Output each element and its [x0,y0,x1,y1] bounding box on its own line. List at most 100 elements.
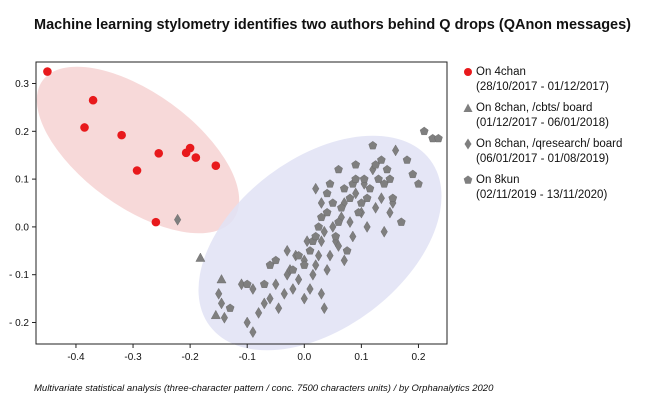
legend-dates: (28/10/2017 - 01/12/2017) [476,81,609,93]
data-point-pentagon [385,174,395,183]
data-points [43,67,443,338]
data-point-pentagon [365,184,375,193]
data-point-diamond [329,221,337,233]
data-point-pentagon [331,231,341,241]
data-point-circle [154,148,164,158]
data-point-pentagon [408,169,418,179]
data-point-diamond [255,307,263,319]
data-point-circle [117,130,126,140]
data-point-diamond [306,283,314,295]
data-point-triangle [210,309,221,319]
data-point-pentagon [334,217,343,226]
data-point-pentagon [351,174,361,183]
y-tick-label: 0.2 [15,127,29,138]
data-point-pentagon [242,279,252,288]
x-tick-label: -0.1 [239,352,257,363]
legend-dates: (01/12/2017 - 06/01/2018) [476,117,609,129]
data-point-pentagon [271,255,281,264]
legend-dates: (06/01/2017 - 01/08/2019) [476,153,609,165]
cluster-ellipses [36,66,442,351]
data-point-diamond [346,216,354,228]
data-point-diamond [386,206,394,219]
cluster-ellipse-4chan [36,66,240,234]
data-point-diamond [380,225,388,238]
data-point-pentagon [305,246,315,255]
pentagon-marker-icon [463,175,473,184]
data-point-pentagon [322,208,332,217]
data-point-diamond [289,283,297,295]
data-point-circle [191,153,201,162]
data-point-diamond [309,268,317,281]
data-point-pentagon [322,188,332,198]
data-point-diamond [283,244,291,257]
legend-dates: (02/11/2019 - 13/11/2020) [476,189,608,201]
data-point-diamond [300,292,308,305]
legend: On 4chan (28/10/2017 - 01/12/2017) On 8c… [463,65,643,209]
data-point-diamond [317,235,325,248]
data-point-pentagon [288,265,298,274]
data-point-diamond [249,326,257,338]
data-point-diamond [323,264,331,276]
chart-title: Machine learning stylometry identifies t… [34,17,632,33]
data-point-pentagon [294,251,303,260]
data-point-diamond [334,240,343,252]
data-point-diamond [317,287,325,300]
legend-label: On 8chan, /cbts/ board [476,102,593,114]
data-point-diamond [249,283,257,295]
data-point-pentagon [414,179,423,188]
data-point-pentagon [359,174,369,183]
triangle-marker-icon [463,103,473,112]
plot-frame [35,61,448,345]
data-point-pentagon [374,174,383,183]
data-point-diamond [217,297,226,310]
x-tick-label: 0.0 [297,352,311,363]
data-point-pentagon [325,179,335,188]
data-point-diamond [295,273,303,286]
legend-item-4chan: On 4chan (28/10/2017 - 01/12/2017) [463,65,643,95]
y-tick-label: - 0.1 [9,270,29,281]
x-tick-label: 0.2 [412,352,426,363]
data-point-diamond [220,311,228,324]
data-point-circle [88,95,98,105]
data-point-diamond [243,316,251,329]
data-point-diamond [352,187,360,200]
data-point-pentagon [314,222,323,231]
data-point-circle [151,217,161,227]
data-point-pentagon [339,184,349,193]
data-point-circle [80,123,89,132]
circle-marker-icon [464,68,472,76]
data-point-circle [43,67,52,76]
data-point-diamond [320,302,328,315]
data-point-diamond [174,213,182,226]
data-point-diamond [372,201,380,214]
data-point-diamond [340,254,348,267]
data-point-pentagon [388,193,398,202]
data-point-diamond [349,230,357,243]
data-point-pentagon [368,141,378,150]
data-point-diamond [260,297,268,310]
data-point-pentagon [225,303,235,312]
legend-label: On 8kun [476,174,520,186]
data-point-diamond [317,197,325,209]
legend-label: On 4chan [476,66,526,78]
data-point-diamond [275,302,283,315]
data-point-diamond [326,249,334,262]
data-point-diamond [312,182,320,195]
data-point-pentagon [354,208,363,217]
y-tick-label: 0.3 [15,79,29,90]
y-tick-label: 0.0 [15,222,29,233]
data-point-pentagon [342,246,352,255]
data-point-diamond [312,259,320,271]
data-point-diamond [392,144,400,157]
data-point-diamond [315,249,323,262]
data-point-diamond [266,292,274,305]
legend-label: On 8chan, /qresearch/ board [476,138,623,150]
data-point-diamond [377,192,385,205]
axis-ticks: -0.4 -0.3 -0.2 -0.1 0.0 0.1 0.2 - 0.2 - 0.1 0.0 0.… [9,79,426,363]
data-point-pentagon [402,155,412,164]
y-tick-label: - 0.2 [9,318,29,329]
data-point-triangle [195,252,206,262]
data-point-triangle [216,274,227,284]
data-point-diamond [272,278,280,291]
data-point-pentagon [259,279,269,288]
